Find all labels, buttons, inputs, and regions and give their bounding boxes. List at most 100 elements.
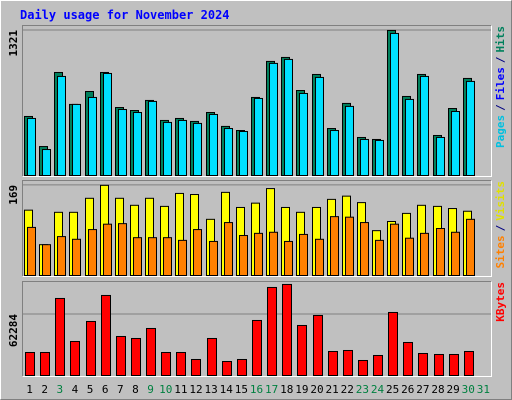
bar: [449, 353, 459, 377]
bar: [434, 353, 444, 377]
bar: [133, 111, 142, 176]
bar: [116, 335, 126, 376]
bar: [88, 229, 97, 277]
legend-entry: Pages: [494, 115, 507, 148]
bar: [209, 113, 218, 176]
bar: [163, 237, 172, 276]
bar: [313, 314, 323, 376]
x-tick-label: 21: [326, 383, 339, 396]
x-tick-label: 1: [26, 383, 33, 396]
bar: [405, 237, 414, 277]
bar: [345, 216, 354, 277]
bar: [436, 228, 445, 276]
x-tick-label: 25: [386, 383, 399, 396]
bar: [330, 216, 339, 276]
bar: [252, 319, 262, 376]
bar: [254, 97, 263, 176]
x-tick-label: 14: [220, 383, 234, 396]
bar: [254, 232, 263, 276]
bar: [224, 128, 233, 176]
bar: [418, 352, 428, 377]
bar: [193, 229, 202, 277]
legend-entry: KBytes: [494, 282, 507, 322]
bar: [343, 349, 353, 377]
bar: [375, 239, 384, 277]
bar: [284, 58, 293, 176]
bar: [88, 96, 97, 176]
bar: [42, 149, 51, 176]
x-tick-label: 13: [204, 383, 217, 396]
bar: [161, 351, 171, 377]
panel-border-dark: [22, 25, 492, 177]
bar: [148, 237, 157, 276]
x-tick-label: 7: [117, 383, 124, 396]
bar: [209, 240, 218, 276]
y-tick-label: 62284: [7, 314, 20, 347]
bar: [330, 130, 339, 177]
panel-border-dark: [22, 281, 492, 377]
bar: [118, 223, 127, 277]
x-tick-label: 16: [250, 383, 263, 396]
bar: [176, 351, 186, 377]
x-tick-label: 28: [431, 383, 444, 396]
bar: [267, 286, 277, 377]
bar: [72, 238, 81, 276]
x-tick-label: 5: [87, 383, 94, 396]
bar: [148, 100, 157, 176]
x-tick-label: 10: [159, 383, 172, 396]
legend: Sites / Visits: [494, 181, 507, 269]
x-tick-label: 8: [132, 383, 139, 396]
x-tick-label: 6: [102, 383, 109, 396]
x-tick-label: 2: [41, 383, 48, 396]
bar: [420, 75, 429, 176]
legend-entry: Hits: [494, 26, 507, 53]
bar: [27, 117, 36, 176]
bar: [358, 359, 368, 377]
bar: [405, 98, 414, 176]
x-tick-label: 31: [477, 383, 490, 396]
x-tick-label: 29: [447, 383, 460, 396]
x-tick-label: 15: [235, 383, 248, 396]
x-tick-label: 30: [462, 383, 475, 396]
bar: [193, 122, 202, 176]
bar: [299, 92, 308, 176]
bar: [451, 111, 460, 176]
bar: [420, 232, 429, 276]
bar: [464, 350, 474, 377]
legend-entry: Files: [494, 67, 507, 100]
bar: [345, 105, 354, 176]
bar: [269, 231, 278, 277]
bar: [390, 32, 399, 177]
bar: [42, 244, 51, 277]
bar: [57, 236, 66, 276]
bar: [375, 139, 384, 176]
bar: [451, 231, 460, 277]
x-tick-label: 17: [265, 383, 278, 396]
panel-border-light: [22, 25, 492, 177]
y-tick-label: 169: [7, 185, 20, 205]
legend-separator: /: [494, 224, 507, 231]
bar: [27, 226, 36, 276]
bar: [239, 131, 248, 177]
bar: [146, 327, 156, 376]
legend-entry: Sites: [494, 235, 507, 268]
bar: [40, 351, 50, 377]
bar: [388, 311, 398, 377]
y-tick-label: 1321: [7, 30, 20, 57]
bar: [390, 223, 399, 276]
x-tick-label: 12: [189, 383, 202, 396]
x-tick-label: 24: [371, 383, 385, 396]
legend-separator: /: [494, 56, 507, 63]
bar: [222, 360, 232, 377]
bar: [72, 103, 81, 176]
bar: [224, 222, 233, 276]
bar: [403, 341, 413, 376]
bar: [118, 109, 127, 176]
bar: [131, 337, 141, 376]
x-tick-label: 4: [72, 383, 79, 396]
panel-border-dark: [22, 180, 492, 277]
bar: [284, 240, 293, 276]
x-tick-label: 23: [356, 383, 369, 396]
